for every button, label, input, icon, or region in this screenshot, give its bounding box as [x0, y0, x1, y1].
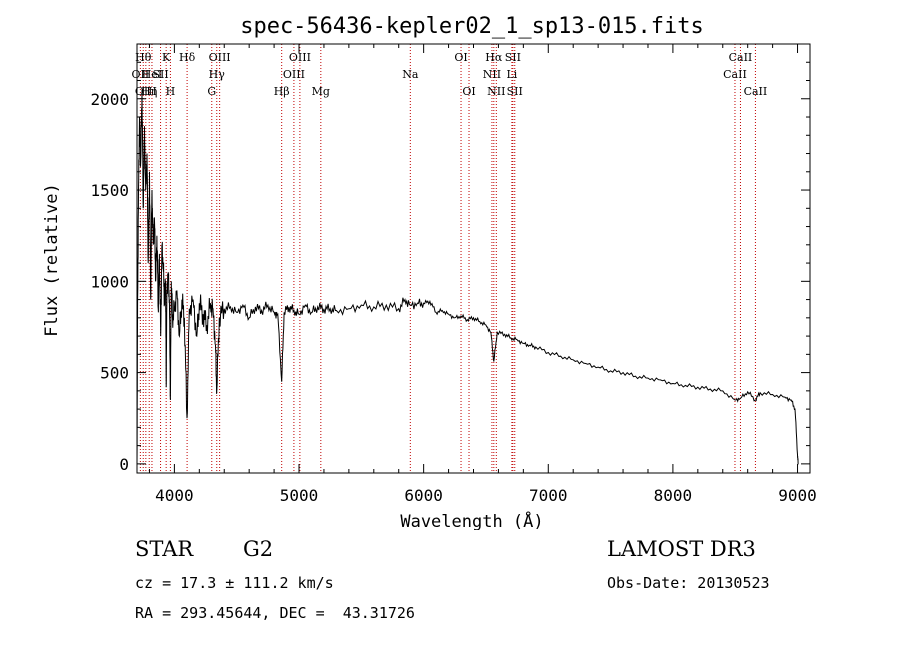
line-marker-label-14: OIII: [289, 51, 311, 64]
y-tick-label-1000: 1000: [90, 272, 129, 291]
redshift-text: cz = 17.3 ± 111.2 km/s: [135, 574, 334, 592]
flux-series: [136, 89, 799, 466]
line-marker-label-0: OII: [132, 68, 150, 81]
object-subclass: G2: [243, 537, 274, 561]
x-tick-label-7000: 7000: [529, 486, 568, 505]
line-marker-label-13: OIII: [283, 68, 305, 81]
x-tick-label-9000: 9000: [778, 486, 817, 505]
line-marker-label-5: SII: [152, 68, 168, 81]
line-marker-labels: OIIHθOIIIHηHeISIIKHHδGHγOIIIHβOIIIOIIIMg…: [132, 51, 768, 98]
chart-title: spec-56436-kepler02_1_sp13-015.fits: [240, 14, 704, 39]
line-marker-label-10: Hγ: [209, 68, 226, 81]
x-tick-label-5000: 5000: [280, 486, 319, 505]
y-axis-ticks: 0 500 1000 1500 2000: [90, 61, 810, 474]
line-marker-label-3: Hη: [141, 85, 157, 98]
line-marker-label-6: K: [162, 51, 171, 64]
y-tick-label-500: 500: [100, 364, 129, 383]
y-tick-label-0: 0: [119, 455, 129, 474]
spectrum-chart: spec-56436-kepler02_1_sp13-015.fits OIIH…: [42, 14, 817, 530]
object-class: STAR: [135, 537, 194, 561]
line-marker-label-27: CaII: [744, 85, 768, 98]
line-marker-label-26: CaII: [729, 51, 753, 64]
line-marker-label-16: Na: [402, 68, 419, 81]
line-marker-label-1: Hθ: [135, 51, 152, 64]
coordinates-text: RA = 293.45644, DEC = 43.31726: [135, 604, 415, 622]
line-marker-label-7: H: [166, 85, 176, 98]
line-marker-label-22: Li: [506, 68, 517, 81]
line-marker-label-11: OIII: [209, 51, 231, 64]
line-marker-label-18: OI: [462, 85, 475, 98]
plot-frame: [136, 43, 811, 474]
line-markers: [139, 44, 756, 473]
x-tick-label-4000: 4000: [155, 486, 194, 505]
line-marker-label-17: OI: [454, 51, 467, 64]
line-marker-label-24: SII: [507, 85, 523, 98]
y-tick-label-2000: 2000: [90, 90, 129, 109]
flux-line: [136, 89, 799, 466]
line-marker-label-19: NII: [483, 68, 501, 81]
line-marker-label-4: HeI: [142, 68, 162, 81]
x-axis-label: Wavelength (Å): [400, 510, 543, 530]
line-marker-label-8: Hδ: [179, 51, 196, 64]
line-marker-label-15: Mg: [312, 85, 330, 98]
line-marker-label-20: Hα: [485, 51, 503, 64]
obs-date-text: Obs-Date: 20130523: [607, 574, 770, 592]
x-tick-label-6000: 6000: [404, 486, 443, 505]
line-marker-label-23: SII: [505, 51, 521, 64]
survey-name: LAMOST DR3: [607, 537, 756, 561]
line-marker-label-12: Hβ: [274, 85, 290, 98]
line-marker-label-2: OIII: [135, 85, 157, 98]
line-marker-label-25: CaII: [723, 68, 747, 81]
x-axis-ticks: 4000 5000 6000 7000 8000 9000: [148, 44, 817, 505]
x-tick-label-8000: 8000: [654, 486, 693, 505]
line-marker-label-9: G: [207, 85, 216, 98]
y-tick-label-1500: 1500: [90, 181, 129, 200]
y-axis-label: Flux (relative): [42, 183, 62, 337]
line-marker-label-21: NII: [487, 85, 505, 98]
